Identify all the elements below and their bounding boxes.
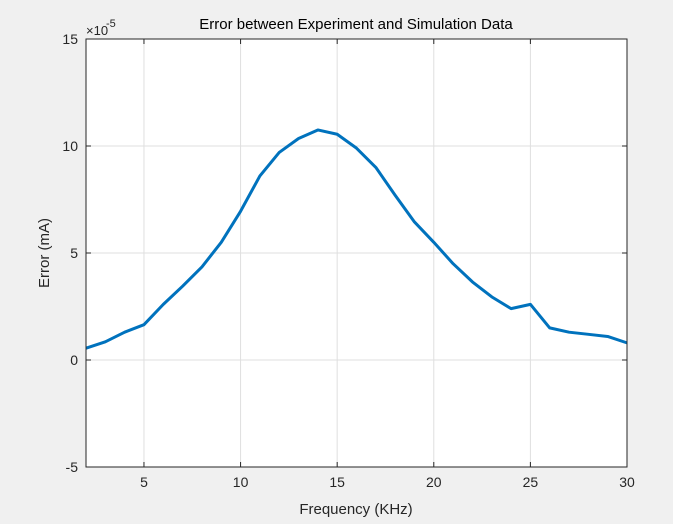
x-tick-label: 20 xyxy=(426,474,442,490)
chart-title: Error between Experiment and Simulation … xyxy=(199,16,513,33)
y-tick-label: -5 xyxy=(66,459,79,475)
y-multiplier-base: ×10 xyxy=(86,23,108,38)
x-tick-label: 25 xyxy=(523,474,539,490)
y-tick-label: 0 xyxy=(70,352,78,368)
x-axis-label: Frequency (KHz) xyxy=(299,501,412,518)
y-tick-label: 15 xyxy=(62,31,78,47)
x-tick-label: 30 xyxy=(619,474,635,490)
tick-labels: 5 10 15 20 25 30 -5 0 5 10 15 xyxy=(62,31,635,490)
y-axis-multiplier: ×10 -5 xyxy=(86,18,116,38)
x-tick-label: 15 xyxy=(329,474,345,490)
error-series-line xyxy=(85,128,628,350)
y-axis-label: Error (mA) xyxy=(36,218,53,288)
y-tick-label: 5 xyxy=(70,245,78,261)
x-tick-label: 5 xyxy=(140,474,148,490)
y-tick-label: 10 xyxy=(62,138,78,154)
x-tick-label: 10 xyxy=(233,474,249,490)
y-multiplier-exponent: -5 xyxy=(106,18,116,30)
ticks xyxy=(86,38,628,468)
series-group xyxy=(85,128,628,350)
